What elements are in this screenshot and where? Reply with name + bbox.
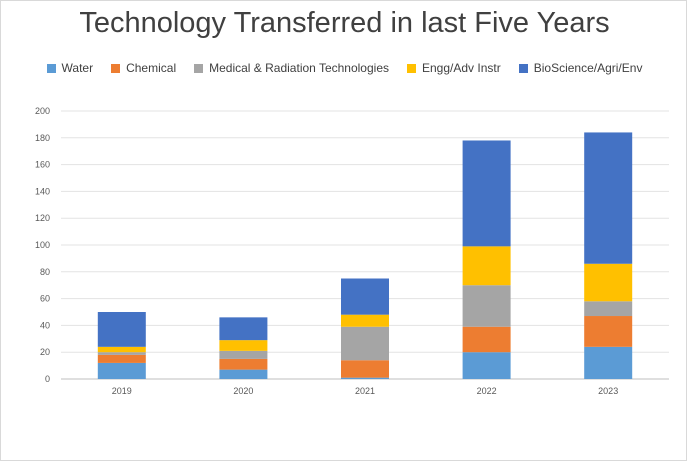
bar-segment — [219, 340, 268, 351]
y-tick-label: 80 — [40, 267, 50, 277]
y-tick-label: 20 — [40, 347, 50, 357]
x-tick-label: 2020 — [233, 386, 253, 396]
legend-swatch — [111, 63, 121, 73]
bar-segment — [584, 346, 633, 379]
bar-segment — [219, 350, 268, 359]
bar-segment — [584, 301, 633, 317]
legend-label: Engg/Adv Instr — [422, 61, 501, 75]
bar-segment — [97, 354, 146, 363]
legend-label: Water — [61, 61, 94, 75]
y-tick-label: 160 — [35, 160, 50, 170]
y-tick-label: 0 — [45, 374, 50, 384]
x-tick-label: 2021 — [355, 386, 375, 396]
bar-segment — [584, 263, 633, 302]
y-tick-label: 40 — [40, 320, 50, 330]
bar-segment — [462, 246, 511, 286]
legend-item: Chemical — [111, 61, 176, 75]
x-axis: 2019 2020 2021 2022 2023 — [112, 386, 618, 396]
bar-segment — [584, 132, 633, 264]
bar-segment — [341, 326, 389, 361]
bar-segment — [462, 352, 511, 379]
y-tick-label: 60 — [40, 294, 50, 304]
bar-segment — [219, 317, 268, 341]
bar-segment — [97, 352, 146, 355]
legend-label: BioScience/Agri/Env — [533, 61, 643, 75]
legend-item: Medical & Radiation Technologies — [194, 61, 389, 75]
legend-item: Engg/Adv Instr — [407, 61, 501, 75]
bar-segment — [341, 377, 389, 379]
y-axis: 0 20 40 60 80 100 120 140 160 180 200 — [35, 106, 50, 384]
bar-segment — [462, 326, 511, 353]
y-tick-label: 100 — [35, 240, 50, 250]
bar-segment — [462, 140, 511, 247]
bar-segment — [219, 358, 268, 370]
bar-segment — [462, 285, 511, 327]
x-tick-label: 2022 — [477, 386, 497, 396]
bar-segment — [97, 312, 146, 347]
legend-label: Medical & Radiation Technologies — [209, 61, 389, 75]
legend-swatch — [194, 63, 204, 73]
bar-segment — [97, 346, 146, 353]
legend-label: Chemical — [126, 61, 177, 75]
y-tick-label: 120 — [35, 213, 50, 223]
bar-segment — [341, 314, 389, 327]
y-tick-label: 200 — [35, 106, 50, 116]
legend-swatch — [407, 63, 416, 73]
legend-swatch — [46, 63, 56, 73]
bar-segment — [341, 360, 389, 378]
legend-item: Water — [46, 61, 94, 75]
bar-segment — [219, 369, 268, 379]
bar-segment — [584, 316, 633, 347]
chart-title: Technology Transferred in last Five Year… — [79, 7, 610, 39]
bars — [97, 132, 633, 379]
bar-segment — [97, 362, 146, 379]
legend-swatch — [518, 63, 528, 73]
y-tick-label: 180 — [35, 133, 50, 143]
legend: Water Chemical Medical & Radiation Technol… — [1, 61, 687, 75]
x-tick-label: 2023 — [598, 386, 618, 396]
bar-segment — [341, 278, 389, 315]
x-tick-label: 2019 — [112, 386, 132, 396]
legend-item: BioScience/Agri/Env — [518, 61, 643, 75]
y-tick-label: 140 — [35, 186, 50, 196]
